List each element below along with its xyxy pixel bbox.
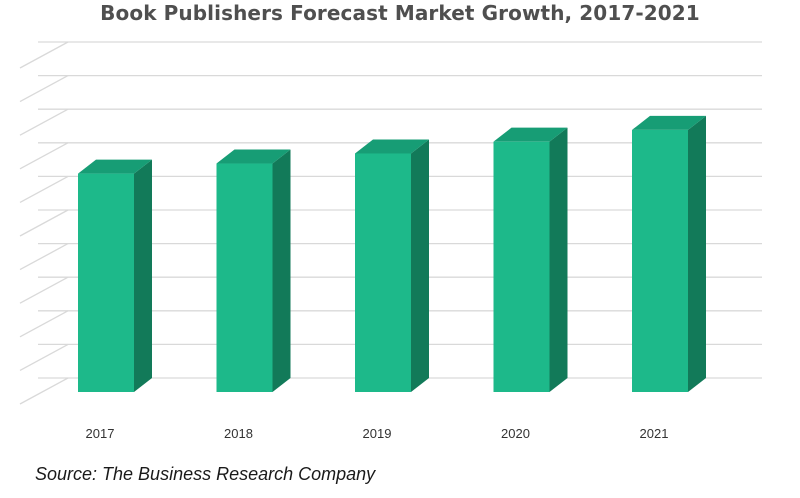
x-tick-label: 2019	[363, 426, 392, 441]
gridline-wall	[19, 41, 69, 69]
bar-front	[216, 163, 273, 392]
bar-side	[549, 127, 568, 393]
x-tick-label: 2018	[224, 426, 253, 441]
bar-2019	[355, 139, 429, 392]
bar-top	[78, 159, 152, 174]
bar-2017	[78, 159, 152, 392]
gridline-wall	[19, 209, 69, 237]
gridline-wall	[19, 243, 69, 271]
x-tick-label: 2017	[86, 426, 115, 441]
bar-side	[411, 139, 429, 392]
bar-top	[216, 149, 291, 164]
gridline-wall	[19, 108, 69, 136]
gridline-wall	[19, 343, 69, 371]
gridline-wall	[19, 276, 69, 304]
x-tick-label: 2021	[640, 426, 669, 441]
gridline-wall	[19, 75, 69, 103]
bar-top	[355, 139, 429, 154]
gridline-wall	[19, 142, 69, 170]
gridline-wall	[19, 175, 69, 203]
gridline-wall	[19, 377, 69, 405]
x-tick-label: 2020	[501, 426, 530, 441]
bar-front	[632, 129, 688, 393]
bars	[78, 115, 706, 393]
bar-2020	[493, 127, 568, 393]
gridline-wall	[19, 310, 69, 338]
bar-front	[355, 153, 411, 392]
bar-front	[78, 173, 134, 392]
bar-side	[688, 115, 706, 393]
x-axis-ticks: 2017 2018 2019 2020 2021	[86, 426, 669, 441]
bar-side	[134, 159, 152, 392]
bar-2018	[216, 149, 291, 392]
bar-side	[272, 149, 291, 392]
bar-top	[632, 115, 706, 130]
chart-title: Book Publishers Forecast Market Growth, …	[100, 1, 700, 25]
bar-2021	[632, 115, 706, 393]
bar-top	[493, 127, 568, 142]
bar-front	[493, 141, 550, 392]
source-note: Source: The Business Research Company	[35, 464, 376, 484]
